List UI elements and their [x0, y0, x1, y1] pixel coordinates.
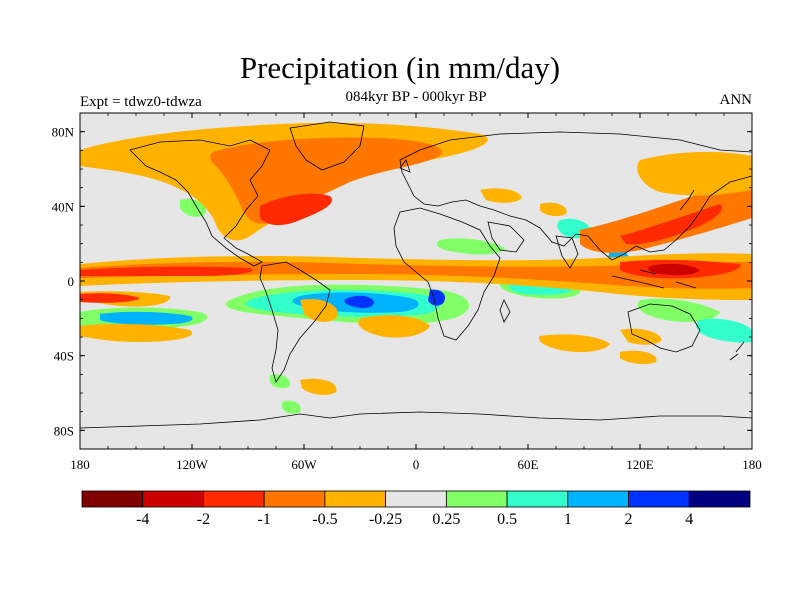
anomaly-patch	[637, 151, 752, 196]
colorbar-box	[628, 490, 690, 508]
colorbar-label: 0.25	[432, 511, 460, 528]
y-tick-label: 80S	[54, 423, 74, 438]
anomaly-patch	[80, 323, 192, 342]
coastline-arabia	[487, 221, 525, 253]
anomaly-patch	[180, 198, 206, 217]
precip-anomaly-field	[80, 122, 752, 414]
anomaly-patch	[620, 204, 723, 245]
colorbar-label: -4	[136, 511, 149, 528]
anomaly-patch	[260, 193, 332, 226]
colorbar-label: -0.5	[312, 511, 337, 528]
anomaly-patch	[300, 378, 337, 395]
coastline-australia	[627, 303, 701, 353]
colorbar-box	[385, 490, 447, 508]
y-tick-label: 40S	[54, 349, 74, 364]
colorbar-box	[324, 490, 387, 508]
coastline-new-zealand	[729, 341, 745, 361]
anomaly-patch	[344, 295, 374, 309]
coastline-eurasia	[399, 131, 752, 261]
colorbar-box	[263, 490, 326, 508]
anomaly-patch	[300, 298, 339, 322]
colorbar-label: 1	[564, 511, 572, 528]
anomaly-patch	[358, 315, 430, 338]
anomaly-patch	[580, 178, 752, 253]
x-tick-label: 120E	[626, 457, 654, 472]
experiment-label: Expt = tdwz0-tdwza	[80, 94, 202, 110]
coastlines	[80, 121, 752, 429]
anomaly-patch	[648, 263, 700, 276]
x-tick-label: 120W	[176, 457, 209, 472]
x-tick-label: 60E	[518, 457, 539, 472]
anomaly-patch	[210, 137, 442, 224]
anomaly-patch	[620, 328, 662, 345]
x-tick-label: 180	[70, 457, 90, 472]
anomaly-patch	[696, 318, 752, 343]
axis-ticks: 180 120W 60W 0 60E 120E 180 80N 40N 0 40S 80S	[52, 112, 762, 472]
anomaly-patch	[80, 266, 253, 276]
x-tick-label: 180	[742, 457, 762, 472]
y-tick-label: 80N	[52, 125, 75, 140]
anomaly-patch	[80, 293, 140, 303]
colorbar-label: -0.25	[369, 511, 402, 528]
anomaly-patch	[620, 350, 657, 365]
figure-title: Precipitation (in mm/day)	[239, 50, 561, 85]
colorbar: -4 -2 -1 -0.5 -0.25 0.25 0.5 1 2 4	[81, 490, 751, 528]
y-tick-label: 40N	[52, 199, 75, 214]
colorbar-label: 0.5	[497, 511, 517, 528]
coastline-madagascar	[499, 299, 511, 323]
coastline-greenland	[289, 121, 365, 171]
season-label: ANN	[719, 92, 753, 108]
anomaly-patch	[539, 334, 610, 352]
figure-subtitle: 084kyr BP - 000kyr BP	[345, 89, 487, 105]
coastline-north-america	[129, 139, 271, 267]
colorbar-label: 2	[625, 511, 633, 528]
y-tick-label: 0	[68, 274, 75, 289]
colorbar-box	[688, 490, 751, 508]
anomaly-patch	[282, 400, 301, 414]
anomaly-patch	[480, 188, 522, 203]
colorbar-box	[142, 490, 204, 508]
colorbar-box	[445, 490, 508, 508]
coastline-india	[555, 235, 579, 269]
colorbar-box	[203, 490, 265, 508]
colorbar-label: 4	[685, 511, 693, 528]
coastline-antarctica	[80, 411, 752, 429]
coastline-japan	[679, 189, 695, 211]
coastline-south-america	[259, 261, 331, 383]
colorbar-label: -1	[258, 511, 271, 528]
x-tick-label: 60W	[291, 457, 317, 472]
coastline-uk	[399, 159, 411, 173]
colorbar-label: -2	[197, 511, 210, 528]
anomaly-patch	[100, 311, 193, 325]
coastline-africa	[393, 207, 501, 341]
anomaly-patch	[540, 202, 567, 217]
colorbar-box	[81, 490, 144, 508]
x-tick-label: 0	[413, 457, 420, 472]
coastline-indonesia	[611, 269, 697, 289]
colorbar-box	[567, 490, 629, 508]
colorbar-box	[506, 490, 569, 508]
